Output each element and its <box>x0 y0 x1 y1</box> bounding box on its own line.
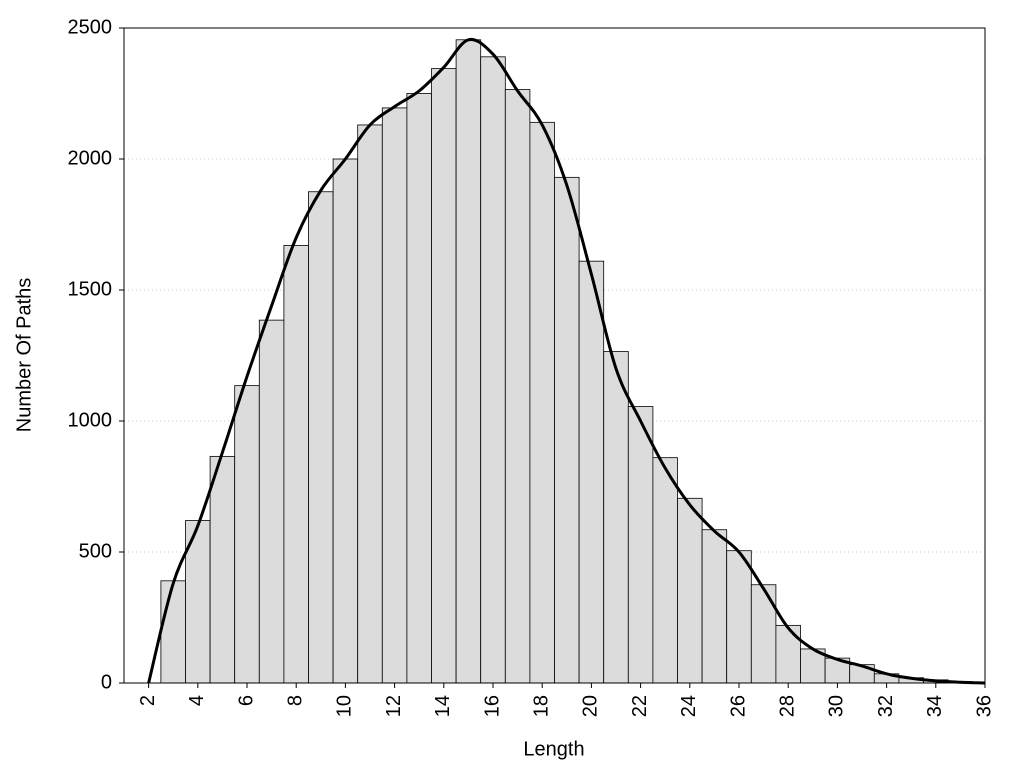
bar <box>529 121 555 684</box>
bar <box>381 107 408 684</box>
bar <box>283 245 309 684</box>
y-tick-label: 1000 <box>68 409 113 431</box>
bar <box>258 319 285 684</box>
x-tick-label: 14 <box>432 695 454 717</box>
x-tick-label: 6 <box>235 695 257 706</box>
x-tick-label: 20 <box>580 695 602 717</box>
x-tick-label: 2 <box>137 695 159 706</box>
bar <box>357 124 383 684</box>
y-tick-label: 2000 <box>68 147 113 169</box>
x-tick-label: 8 <box>284 695 306 706</box>
bar <box>701 529 728 684</box>
bar <box>234 385 260 684</box>
bar <box>652 457 678 684</box>
x-tick-label: 12 <box>383 695 405 717</box>
bar <box>160 580 186 684</box>
x-tick-label: 30 <box>826 695 848 717</box>
y-axis-label: Number Of Paths <box>13 278 35 433</box>
x-tick-label: 10 <box>334 695 356 717</box>
plot-frame <box>123 27 986 684</box>
density-line <box>147 37 986 685</box>
bar <box>677 497 703 684</box>
bar <box>209 455 236 684</box>
x-tick-label: 4 <box>186 695 208 706</box>
x-tick-label: 22 <box>629 695 651 717</box>
x-tick-label: 16 <box>481 695 503 717</box>
bar <box>578 260 605 684</box>
bar <box>603 351 629 684</box>
y-tick-label: 0 <box>101 671 112 693</box>
bar <box>308 191 334 684</box>
x-tick-label: 18 <box>530 695 552 717</box>
bar <box>455 39 482 684</box>
bar <box>431 68 457 684</box>
bar <box>750 584 777 684</box>
y-tick-label: 500 <box>79 540 112 562</box>
bar <box>480 56 506 684</box>
x-tick-label: 24 <box>678 695 700 717</box>
bar <box>554 176 580 684</box>
bar <box>726 550 752 684</box>
x-tick-label: 26 <box>727 695 749 717</box>
x-tick-label: 34 <box>924 695 946 717</box>
y-tick-label: 1500 <box>68 278 113 300</box>
bar <box>406 93 432 684</box>
x-axis-label: Length <box>523 738 584 760</box>
bar <box>504 89 531 684</box>
bar <box>775 624 801 684</box>
x-tick-label: 32 <box>875 695 897 717</box>
x-tick-label: 36 <box>973 695 995 717</box>
y-tick-label: 2500 <box>68 16 113 38</box>
x-tick-label: 28 <box>776 695 798 717</box>
bar <box>332 158 359 684</box>
bar <box>627 406 654 684</box>
